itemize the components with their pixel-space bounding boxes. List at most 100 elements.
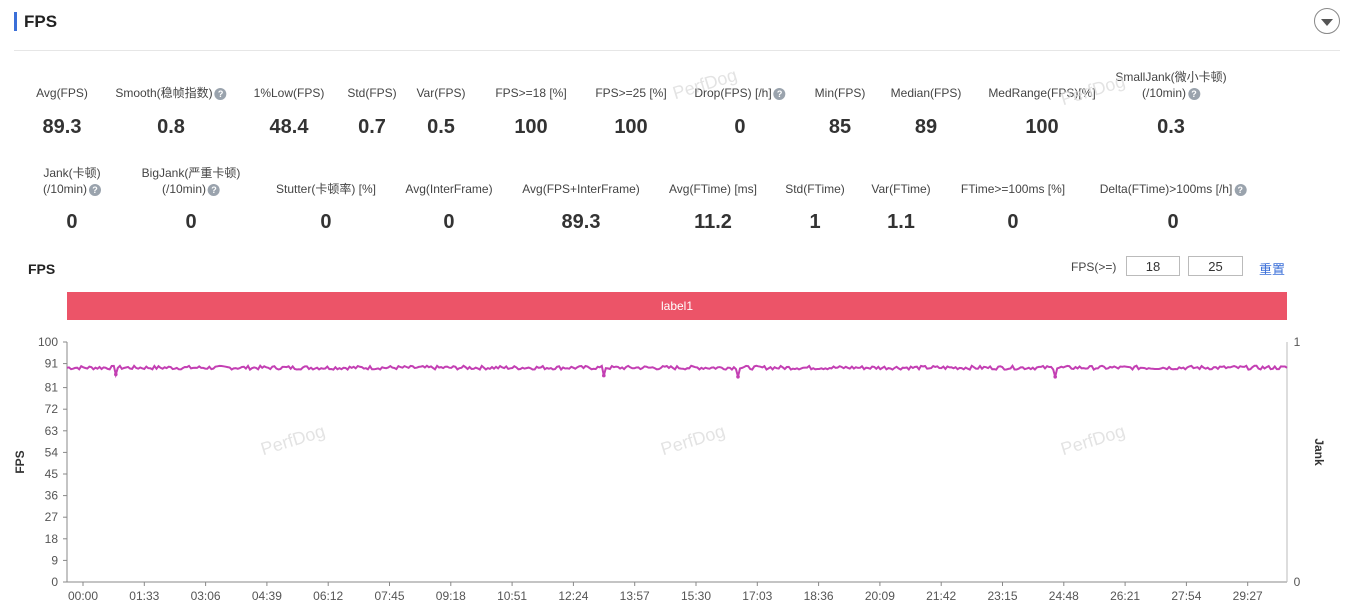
metric-value: 0.8 bbox=[157, 116, 185, 138]
y-tick-label: 45 bbox=[45, 467, 59, 481]
y-tick-label: 36 bbox=[45, 489, 59, 503]
x-tick-label: 15:30 bbox=[681, 589, 711, 603]
x-tick-label: 07:45 bbox=[374, 589, 404, 603]
x-tick-label: 24:48 bbox=[1049, 589, 1079, 603]
reset-button[interactable]: 重置 bbox=[1259, 262, 1286, 277]
metric-label: Jank(卡顿) bbox=[43, 166, 101, 180]
metric-label: Drop(FPS) [/h]? bbox=[694, 85, 786, 101]
metric-label: BigJank(严重卡顿) bbox=[141, 166, 241, 180]
metric-ftime-100ms: FTime>=100ms [%] 0 bbox=[960, 181, 1066, 233]
x-tick-label: 17:03 bbox=[742, 589, 772, 603]
chevron-down-icon bbox=[1321, 18, 1333, 26]
y-tick-label: 81 bbox=[45, 381, 59, 395]
metric-value: 0 bbox=[1167, 211, 1179, 233]
x-tick-label: 01:33 bbox=[129, 589, 159, 603]
metric-value: 1 bbox=[809, 211, 821, 233]
x-tick-label: 18:36 bbox=[804, 589, 834, 603]
fps-series-line bbox=[66, 363, 1288, 379]
metric-avg-fps: Avg(FPS) 89.3 bbox=[36, 85, 88, 138]
metric-label: FTime>=100ms [%] bbox=[960, 182, 1066, 196]
metric-avg-interframe: Avg(InterFrame) 0 bbox=[405, 181, 493, 233]
metric-drop-fps-h: Drop(FPS) [/h]? 0 bbox=[694, 85, 786, 138]
y-tick-label: 100 bbox=[38, 335, 58, 349]
metric-label: Avg(FTime) [ms] bbox=[668, 182, 758, 196]
metric-delta-ftime-100ms-h: Delta(FTime)>100ms [/h]? 0 bbox=[1100, 181, 1247, 233]
metric-value: 0 bbox=[1007, 211, 1019, 233]
x-tick-label: 13:57 bbox=[620, 589, 650, 603]
metric-value: 0 bbox=[320, 211, 332, 233]
metric-label: Var(FPS) bbox=[416, 86, 466, 100]
metric-value: 100 bbox=[614, 116, 648, 138]
metric-value: 1.1 bbox=[887, 211, 915, 233]
x-tick-label: 21:42 bbox=[926, 589, 956, 603]
x-tick-label: 12:24 bbox=[558, 589, 588, 603]
metric-label: Avg(FPS) bbox=[36, 86, 88, 100]
help-icon[interactable]: ? bbox=[773, 87, 786, 100]
fps-chart[interactable]: 0 9 18 27 36 45 54 63 72 81 91 100 0 1 00:00 01:33 03:06… bbox=[0, 330, 1348, 609]
metric-std-ftime: Std(FTime) 1 bbox=[785, 181, 845, 233]
metric-label: Avg(InterFrame) bbox=[405, 182, 493, 196]
y-tick-label: 27 bbox=[45, 510, 59, 524]
help-icon[interactable]: ? bbox=[208, 183, 220, 196]
metric-label: FPS>=18 [%] bbox=[495, 86, 567, 100]
x-tick-label: 26:21 bbox=[1110, 589, 1140, 603]
y-tick-label: 91 bbox=[45, 357, 59, 371]
metric-avg-ftime-ms: Avg(FTime) [ms] 11.2 bbox=[668, 181, 758, 233]
fps-threshold-input-2[interactable] bbox=[1188, 256, 1243, 276]
metric-value: 89.3 bbox=[42, 116, 82, 138]
metric-var-fps: Var(FPS) 0.5 bbox=[416, 85, 466, 138]
metric-smooth: Smooth(稳帧指数)? 0.8 bbox=[115, 85, 227, 138]
y2-axis-title: Jank bbox=[1312, 438, 1326, 466]
y2-tick-label: 1 bbox=[1294, 335, 1301, 349]
x-tick-label: 03:06 bbox=[191, 589, 221, 603]
help-icon[interactable]: ? bbox=[214, 87, 227, 100]
y-tick-label: 54 bbox=[45, 445, 59, 459]
metric-value: 0.7 bbox=[358, 116, 386, 138]
metric-stutter: Stutter(卡顿率) [%] 0 bbox=[275, 181, 377, 233]
x-tick-label: 09:18 bbox=[436, 589, 466, 603]
section-header: FPS bbox=[14, 8, 1340, 51]
metric-label: Std(FTime) bbox=[785, 182, 845, 196]
metric-bigjank: BigJank(严重卡顿) (/10min)? 0 bbox=[141, 165, 241, 233]
metric-label: MedRange(FPS)[%] bbox=[988, 86, 1096, 100]
y-tick-label: 9 bbox=[51, 553, 58, 567]
metric-label: FPS>=25 [%] bbox=[595, 86, 667, 100]
fps-dip-point bbox=[114, 372, 118, 377]
section-title: FPS bbox=[24, 12, 58, 31]
fps-dip-point bbox=[736, 375, 740, 379]
metric-value: 0 bbox=[734, 116, 746, 138]
chart-title: FPS bbox=[28, 261, 56, 277]
metric-label: Var(FTime) bbox=[871, 182, 931, 196]
y2-tick-label: 0 bbox=[1294, 575, 1301, 589]
metric-value: 85 bbox=[828, 116, 852, 138]
metric-label: Stutter(卡顿率) [%] bbox=[275, 182, 377, 196]
metric-fps-18: FPS>=18 [%] 100 bbox=[495, 85, 567, 138]
x-tick-label: 20:09 bbox=[865, 589, 895, 603]
help-icon[interactable]: ? bbox=[1234, 183, 1247, 196]
fps-threshold-label: FPS(>=) bbox=[1071, 260, 1117, 274]
metric-label: SmallJank(微小卡顿) bbox=[1115, 70, 1227, 84]
y-tick-label: 63 bbox=[45, 424, 59, 438]
metric-min-fps: Min(FPS) 85 bbox=[815, 85, 866, 138]
help-icon[interactable]: ? bbox=[1188, 87, 1201, 100]
metric-sublabel: (/10min)? bbox=[43, 181, 102, 197]
metric-label: 1%Low(FPS) bbox=[253, 86, 325, 100]
metric-label: Avg(FPS+InterFrame) bbox=[522, 182, 640, 196]
help-icon[interactable]: ? bbox=[89, 183, 102, 196]
collapse-toggle-button[interactable] bbox=[1314, 8, 1340, 34]
metric-sublabel: (/10min)? bbox=[1115, 85, 1226, 101]
label-band[interactable]: label1 bbox=[67, 292, 1287, 320]
fps-threshold-input-1[interactable] bbox=[1126, 256, 1180, 276]
metric-value: 11.2 bbox=[694, 211, 732, 233]
metric-value: 100 bbox=[514, 116, 548, 138]
y-tick-label: 72 bbox=[45, 402, 59, 416]
metric-value: 89 bbox=[914, 116, 938, 138]
metric-medrange-fps: MedRange(FPS)[%] 100 bbox=[988, 85, 1096, 138]
metric-value: 0 bbox=[443, 211, 455, 233]
y-axis-title: FPS bbox=[13, 450, 27, 473]
metric-smalljank: SmallJank(微小卡顿) (/10min)? 0.3 bbox=[1115, 69, 1227, 138]
metric-jank: Jank(卡顿) (/10min)? 0 bbox=[43, 165, 102, 233]
metric-value: 0 bbox=[185, 211, 197, 233]
metric-median-fps: Median(FPS) 89 bbox=[891, 85, 962, 138]
fps-dip-point bbox=[602, 373, 606, 378]
